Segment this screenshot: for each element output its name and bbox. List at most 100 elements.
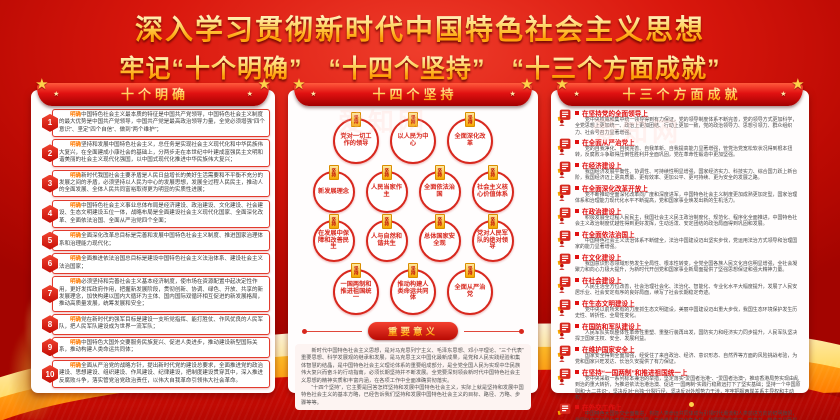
item-prefix: 明确: [70, 317, 82, 324]
square-bullet: [575, 323, 579, 328]
achievement-title: 在坚持党的全面领导上: [582, 111, 648, 118]
item-prefix: 明确: [70, 202, 82, 209]
document-seal-icon: [557, 108, 572, 137]
content-panels: ★ ★ 十个明确 ★ ★ 1 明确中国特色社会主义最本质的特征是中国共产党领导，…: [31, 77, 809, 420]
item-prefix: 明确: [70, 172, 82, 179]
panel-fourteen-header: ★ ★ 十四个坚持 ★ ★: [292, 77, 534, 106]
circle-item: 坚持 一国两制和推进祖国统一: [333, 263, 379, 315]
circle-item: 坚持 以人民为中心: [390, 112, 436, 164]
persist-tag: 坚持: [351, 112, 361, 127]
title-line-1: 深入学习贯彻新时代中国特色社会主义思想: [0, 8, 840, 48]
star-icon: ★: [53, 91, 60, 98]
persist-tag: 坚持: [465, 112, 475, 127]
circle-item: 坚持 党对人民军队的绝对领导: [471, 214, 514, 262]
circle-label: 一国两制和推进祖国统一: [340, 280, 372, 302]
item-prefix: 明确: [70, 279, 82, 286]
square-bullet: [575, 208, 579, 213]
achievement-text: 党不断推动全面深化改革向广度和深度进军，中国特色社会主义制度更加成熟更加定型，国…: [575, 192, 798, 205]
persist-tag: 坚持: [487, 165, 498, 180]
panel-ten-title: 十个明确: [37, 83, 269, 106]
ten-item: 4 明确中国特色社会主义事业总体布局是经济建设、政治建设、文化建设、社会建设、生…: [42, 199, 270, 228]
star-icon: ★: [791, 77, 804, 92]
star-icon: ★: [509, 91, 516, 98]
circle-label: 全面从严治党: [454, 284, 486, 298]
achievement-item: 在经济建设上 我国经济发展平衡性、协调性、可持续性明显增强，国家经济实力、科技实…: [557, 160, 802, 183]
divider-line: [301, 328, 362, 334]
achievement-title: 在全面深化改革开放上: [582, 185, 648, 193]
number-badge: 5: [42, 231, 58, 250]
item-prefix: 明确: [70, 112, 82, 118]
significance-header: 重要意义: [295, 322, 531, 340]
square-bullet: [575, 277, 579, 282]
square-bullet: [575, 231, 579, 236]
number-badge: 3: [42, 174, 58, 193]
document-seal-icon: [557, 252, 572, 275]
circle-label: 推动构建人类命运共同体: [397, 280, 429, 302]
circle-item: 坚持 社会主义核心价值体系: [471, 165, 514, 213]
square-bullet: [575, 405, 579, 410]
achievement-text: 人民军队实现整体性革命性重塑、重整行装再出发，国防实力和经济实力同步提升，人民军…: [575, 330, 798, 343]
ten-item: 10 明确全面从严治党的战略方针，提出新时代党的建设总要求，全面推进党的政治建设…: [42, 360, 270, 388]
panel-fourteen-title: 十四个坚持: [294, 83, 532, 106]
ten-item: 7 明确必须坚持和完善社会主义基本经济制度，使市场在资源配置中起决定性作用，更好…: [42, 276, 270, 312]
circle-item: 坚持 全面深化改革: [447, 112, 493, 164]
circle-label: 党对人民军队的绝对领导: [477, 229, 508, 251]
item-text: 中国特色社会主义事业总体布局是经济建设、政治建设、文化建设、社会建设、生态文明建…: [59, 202, 264, 224]
circle-label: 新发展理念: [318, 187, 349, 195]
circle-label: 人与自然和谐共生: [371, 233, 402, 247]
square-bullet: [575, 254, 579, 259]
star-icon: ★: [292, 77, 305, 92]
circle-label: 全面依法治国: [424, 184, 455, 198]
circle-label: 总体国家安全观: [424, 233, 455, 247]
document-seal-icon: [557, 367, 572, 402]
star-icon: ★: [780, 91, 787, 98]
achievement-title: 在外交工作上: [582, 405, 622, 413]
circle-item: 坚持 全面从严治党: [447, 263, 493, 315]
achievement-text: 人民生活全方位改善，社会治理社会化、法治化、智能化、专业化水平大幅度提升，发展了…: [575, 284, 798, 297]
square-bullet: [575, 346, 579, 351]
document-seal-icon: [557, 321, 572, 344]
achievement-title: 在社会建设上: [582, 277, 622, 285]
panel-ten-clarifications: ★ ★ 十个明确 ★ ★ 1 明确中国特色社会主义最本质的特征是中国共产党领导，…: [31, 77, 275, 393]
panel-thirteen-title: 十三个方面成就: [557, 83, 802, 106]
item-text: 新时代我国社会主要矛盾是人民日益增长的美好生活需要和不平衡不充分的发展之间的矛盾…: [59, 172, 264, 194]
thirteen-items-list: 在坚持党的全面领导上 党中央权威和集中统一领导得到有力保证，党的领导制度体系不断…: [557, 108, 802, 420]
achievement-title: 在全面从严治党上: [582, 139, 635, 147]
document-seal-icon: [557, 137, 572, 160]
circle-label: 党对一切工作的领导: [340, 133, 372, 147]
item-text: 党在新时代的强军目标是建设一支听党指挥、能打胜仗、作风优良的人民军队，把人民军队…: [59, 317, 264, 331]
header-ribbon: [294, 83, 532, 106]
item-prefix: 明确: [70, 340, 82, 347]
number-badge: 10: [42, 365, 58, 384]
star-icon: ★: [555, 77, 568, 92]
number-badge: 2: [42, 144, 58, 163]
significance-section: 重要意义 新时代中国特色社会主义思想，是对马克思列宁主义、毛泽东思想、邓小平理论…: [292, 322, 534, 411]
header-ribbon: [557, 83, 803, 106]
panel-thirteen-header: ★ ★ 十三个方面成就 ★ ★: [555, 77, 805, 106]
achievement-item: 在国防和军队建设上 人民军队实现整体性革命性重塑、重整行装再出发，国防实力和经济…: [557, 321, 802, 344]
achievement-text: 我国经济发展平衡性、协调性、可持续性明显增强，国家经济实力、科技实力、综合国力跃…: [575, 169, 798, 182]
square-bullet: [575, 162, 579, 167]
star-icon: ★: [246, 91, 253, 98]
item-text: 中国特色社会主义最本质的特征是中国共产党领导，中国特色社会主义制度的最大优势是中…: [59, 112, 265, 133]
circle-item: 坚持 人民当家作主: [365, 165, 408, 213]
circle-item: 坚持 推动构建人类命运共同体: [390, 263, 436, 315]
achievement-item: 在社会建设上 人民生活全方位改善，社会治理社会化、法治化、智能化、专业化水平大幅…: [557, 275, 802, 298]
circle-item: 坚持党对一切工作的领导: [333, 112, 379, 164]
circle-item: 坚持 总体国家安全观: [418, 214, 461, 262]
achievement-item: 在生态文明建设上 党中央以前所未有的力度抓生态文明建设，美丽中国建设迈出重大步伐…: [557, 298, 802, 321]
achievement-item: 在坚持党的全面领导上 党中央权威和集中统一领导得到有力保证，党的领导制度体系不断…: [557, 108, 802, 137]
achievement-text: 中国特色大国外交全面推进，构建人类命运共同体成为引领时代潮流和人类前进方向的鲜明…: [575, 412, 798, 420]
document-seal-icon: [557, 229, 572, 252]
persist-tag: 坚持: [381, 165, 392, 180]
item-text: 全面从严治党的战略方针，提出新时代党的建设总要求，全面推进党的政治建设、思想建设…: [59, 363, 264, 384]
persist-tag: 坚持: [434, 165, 445, 180]
achievement-item: 在全面从严治党上 党的自我净化、自我完善、自我革新、自我提高能力显著增强，管党治…: [557, 137, 802, 160]
panel-ten-header: ★ ★ 十个明确 ★ ★: [35, 77, 271, 106]
star-icon: ★: [35, 77, 48, 92]
item-text: 全面深化改革总目标是完善和发展中国特色社会主义制度、推进国家治理体系和治理能力现…: [59, 233, 264, 247]
achievement-title: 在国防和军队建设上: [582, 323, 642, 331]
achievement-text: 党的自我净化、自我完善、自我革新、自我提高能力显著增强，管党治党宽松软状况得到根…: [575, 146, 793, 159]
number-badge: 9: [42, 338, 58, 357]
